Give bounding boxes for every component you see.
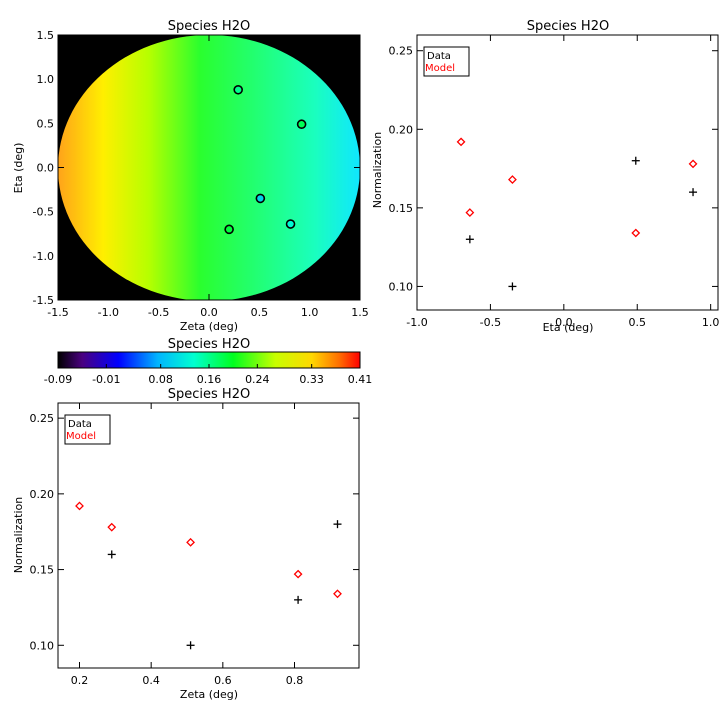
chart1-data-point [508, 282, 517, 291]
chart1-ytick-label: 0.10 [389, 280, 414, 293]
colorbar-tick-label: -0.09 [44, 373, 72, 386]
chart1-model-point [456, 137, 466, 147]
chart2-legend-data: Data [68, 419, 92, 430]
chart1-legend-box [423, 46, 470, 77]
chart2-legend-box [64, 414, 111, 445]
chart1-title: Species H2O [527, 19, 609, 34]
colorbar-tick-label: 0.24 [245, 373, 270, 386]
map-ylabel: Eta (deg) [12, 143, 25, 194]
colorbar: Species H2O -0.09 -0.01 0.08 0.16 0.24 0.33 0.… [44, 337, 372, 386]
chart1-legend-data: Data [427, 51, 451, 62]
map-title: Species H2O [168, 19, 250, 34]
chart2-ytick-label: 0.10 [30, 639, 55, 652]
colorbar-tick-label: 0.41 [348, 373, 373, 386]
map-points [224, 84, 307, 235]
chart1-marks [456, 137, 698, 291]
chart1-model-point [688, 159, 698, 169]
chart1-legend: Data Model [423, 46, 470, 77]
chart2-xtick-label: 0.8 [286, 674, 304, 687]
colorbar-title: Species H2O [168, 337, 250, 352]
chart-normalization-vs-eta: Species H2O -1.0 -0.5 0.0 0.5 1.0 0.10 0.15 0.2… [371, 19, 719, 334]
map-xtick-label: 0.0 [200, 306, 218, 319]
chart2-model-point [75, 501, 84, 511]
chart1-data-point [465, 235, 474, 244]
chart1-model-point [465, 208, 475, 217]
colorbar-tick-label: -0.01 [92, 373, 120, 386]
chart1-xtick-label: 0.0 [555, 316, 573, 329]
chart2-xtick-label: 0.2 [71, 674, 89, 687]
chart2-data-point [107, 550, 116, 559]
chart2-ytick-label: 0.25 [30, 412, 55, 425]
map-x-axis: -1.5 -1.0 -0.5 0.0 0.5 1.0 1.5 -1.5 -1.0 -0.5 0.0 0… [33, 29, 369, 319]
map-ytick-label: 0.0 [37, 162, 55, 175]
map-ytick-label: -1.0 [33, 250, 54, 263]
chart2-title: Species H2O [168, 387, 250, 402]
chart1-ylabel: Normalization [371, 132, 384, 208]
chart1-axes: -1.0 -0.5 0.0 0.5 1.0 0.10 0.15 0.20 0.25 [389, 35, 720, 329]
map-point [233, 84, 243, 95]
chart1-xtick-label: 0.5 [628, 316, 646, 329]
map-ytick-label: 1.0 [37, 73, 55, 86]
chart1-xlabel: Eta (deg) [543, 321, 594, 334]
chart1-ytick-label: 0.25 [389, 45, 414, 58]
chart1-data-point [631, 156, 640, 165]
map-xtick-label: 1.5 [351, 306, 369, 319]
chart2-xtick-label: 0.6 [214, 674, 232, 687]
colorbar-tick-label: 0.16 [197, 373, 222, 386]
chart2-model-point [333, 589, 342, 599]
chart2-axes: 0.2 0.4 0.6 0.8 0.10 0.15 0.20 0.25 [30, 403, 359, 687]
map-plot: Species H2O -1.5 -1.0 -0.5 0.0 0.5 1.0 1.5-1.5… [12, 19, 369, 333]
map-point [224, 224, 234, 235]
map-field [58, 35, 360, 300]
map-xlabel: Zeta (deg) [180, 320, 238, 333]
chart1-xtick-label: -1.0 [406, 316, 427, 329]
map-ytick-label: -1.5 [33, 294, 54, 307]
map-xtick-label: -1.5 [47, 306, 68, 319]
chart2-legend: Data Model [64, 414, 111, 445]
chart1-xtick-label: 1.0 [702, 316, 720, 329]
chart2-data-point [294, 595, 303, 604]
chart2-xtick-label: 0.4 [142, 674, 160, 687]
map-xtick-label: -0.5 [148, 306, 169, 319]
map-ytick-label: 0.5 [37, 117, 55, 130]
chart2-model-point [293, 569, 303, 579]
chart2-ytick-label: 0.20 [30, 488, 55, 501]
chart1-ytick-label: 0.20 [389, 123, 414, 136]
chart2-model-point [107, 522, 117, 532]
map-ytick-label: 1.5 [37, 29, 55, 42]
chart1-ytick-label: 0.15 [389, 202, 414, 215]
chart2-model-point [186, 537, 196, 547]
colorbar-tick-label: 0.08 [148, 373, 173, 386]
chart1-model-point [631, 228, 641, 238]
map-point [285, 219, 296, 229]
chart2-legend-model: Model [66, 431, 96, 442]
map-xtick-label: -1.0 [98, 306, 119, 319]
chart2-xlabel: Zeta (deg) [180, 688, 238, 701]
chart1-model-point [508, 175, 517, 184]
chart1-frame [416, 34, 719, 311]
chart1-legend-model: Model [425, 63, 455, 74]
map-xtick-label: 1.0 [301, 306, 319, 319]
chart2-frame [57, 402, 360, 669]
colorbar-ticks: -0.09 -0.01 0.08 0.16 0.24 0.33 0.41 [44, 364, 372, 386]
chart2-data-point [186, 641, 195, 650]
map-ytick-label: -0.5 [33, 206, 54, 219]
chart1-xtick-label: -0.5 [480, 316, 501, 329]
chart2-data-point [333, 520, 342, 529]
chart2-marks [75, 501, 342, 650]
chart2-ylabel: Normalization [12, 497, 25, 573]
chart-normalization-vs-zeta: Species H2O 0.2 0.4 0.6 0.8 0.10 0.15 0.20 0.25… [12, 387, 360, 701]
colorbar-tick-label: 0.33 [299, 373, 324, 386]
chart2-ytick-label: 0.15 [30, 564, 55, 577]
map-point [296, 119, 307, 130]
map-xtick-label: 0.5 [251, 306, 269, 319]
map-point [255, 193, 266, 204]
chart1-data-point [689, 188, 698, 197]
